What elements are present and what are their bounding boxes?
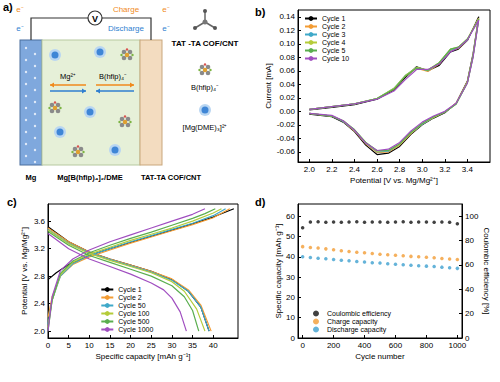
svg-text:Cycle 4: Cycle 4 — [322, 39, 345, 47]
svg-text:Potential [V vs. Mg/Mg²⁺]: Potential [V vs. Mg/Mg²⁺] — [20, 227, 29, 315]
svg-text:B(hfip)₄⁻: B(hfip)₄⁻ — [99, 72, 127, 81]
svg-text:V: V — [92, 14, 98, 24]
svg-text:20: 20 — [465, 309, 474, 318]
svg-text:0.04: 0.04 — [279, 80, 295, 89]
svg-text:2.8: 2.8 — [394, 165, 406, 174]
svg-text:Current [mA]: Current [mA] — [264, 63, 273, 108]
svg-text:0: 0 — [291, 334, 296, 343]
svg-text:25: 25 — [147, 341, 156, 350]
svg-text:TAT -TA COF/CNT: TAT -TA COF/CNT — [172, 39, 239, 48]
svg-text:0.00: 0.00 — [279, 107, 295, 116]
svg-text:0.10: 0.10 — [279, 39, 295, 48]
svg-text:40: 40 — [465, 285, 474, 294]
svg-text:Discharge: Discharge — [108, 24, 145, 33]
svg-text:-0.04: -0.04 — [277, 134, 296, 143]
svg-text:10: 10 — [286, 313, 295, 322]
svg-text:2.6: 2.6 — [371, 165, 383, 174]
svg-text:Cycle 1: Cycle 1 — [118, 286, 141, 294]
svg-text:Charge: Charge — [113, 5, 140, 14]
svg-text:Mg: Mg — [26, 173, 37, 182]
svg-text:800: 800 — [420, 341, 434, 350]
svg-text:35: 35 — [188, 341, 197, 350]
svg-text:Mg[B(hfip)₄]₂/DME: Mg[B(hfip)₄]₂/DME — [57, 173, 123, 182]
svg-text:2.0: 2.0 — [34, 327, 46, 336]
svg-text:Cycle 1: Cycle 1 — [322, 15, 345, 23]
svg-text:Coulombic efficiency: Coulombic efficiency — [327, 310, 392, 318]
svg-text:200: 200 — [327, 341, 341, 350]
svg-text:c): c) — [7, 196, 17, 208]
svg-text:20: 20 — [286, 293, 295, 302]
svg-text:Specific capacity [mAh g⁻¹]: Specific capacity [mAh g⁻¹] — [274, 223, 283, 318]
svg-text:2.0: 2.0 — [304, 165, 316, 174]
svg-text:Mg²⁺: Mg²⁺ — [60, 72, 76, 81]
svg-text:Potential [V vs. Mg/Mg²⁺]: Potential [V vs. Mg/Mg²⁺] — [350, 176, 438, 185]
svg-text:Cycle 3: Cycle 3 — [322, 31, 345, 39]
svg-text:2.4: 2.4 — [34, 299, 46, 308]
svg-text:1000: 1000 — [448, 341, 466, 350]
svg-text:3.0: 3.0 — [417, 165, 429, 174]
svg-text:0: 0 — [46, 341, 51, 350]
svg-text:20: 20 — [126, 341, 135, 350]
svg-text:60: 60 — [465, 260, 474, 269]
svg-text:0.06: 0.06 — [279, 66, 295, 75]
svg-text:0.14: 0.14 — [279, 12, 295, 21]
svg-text:30: 30 — [167, 341, 176, 350]
svg-text:30: 30 — [286, 273, 295, 282]
svg-text:50: 50 — [286, 232, 295, 241]
svg-text:100: 100 — [465, 212, 479, 221]
svg-text:40: 40 — [209, 341, 218, 350]
svg-text:TAT-TA COF/CNT: TAT-TA COF/CNT — [141, 173, 202, 182]
svg-text:3.2: 3.2 — [34, 244, 46, 253]
svg-text:0.12: 0.12 — [279, 26, 295, 35]
svg-text:e⁻: e⁻ — [162, 5, 169, 14]
svg-text:80: 80 — [465, 236, 474, 245]
svg-text:e⁻: e⁻ — [162, 24, 169, 33]
svg-text:Cycle 50: Cycle 50 — [118, 302, 145, 310]
svg-text:Cycle 1000: Cycle 1000 — [118, 326, 153, 334]
svg-text:10: 10 — [85, 341, 94, 350]
svg-text:Cycle number: Cycle number — [355, 352, 405, 361]
svg-text:3.4: 3.4 — [462, 165, 474, 174]
svg-text:2.4: 2.4 — [349, 165, 361, 174]
svg-text:0: 0 — [300, 341, 305, 350]
svg-text:2.2: 2.2 — [326, 165, 338, 174]
svg-text:Cycle 5: Cycle 5 — [322, 47, 345, 55]
svg-text:d): d) — [255, 196, 266, 208]
svg-text:e⁻: e⁻ — [16, 24, 23, 33]
svg-text:15: 15 — [106, 341, 115, 350]
svg-text:3.2: 3.2 — [439, 165, 451, 174]
svg-text:Discharge capacity: Discharge capacity — [327, 326, 387, 334]
svg-text:3.6: 3.6 — [34, 217, 46, 226]
svg-text:e⁻: e⁻ — [16, 5, 23, 14]
svg-text:5: 5 — [66, 341, 71, 350]
svg-text:0.02: 0.02 — [279, 93, 295, 102]
svg-text:600: 600 — [389, 341, 403, 350]
svg-text:60: 60 — [286, 212, 295, 221]
svg-text:0: 0 — [465, 333, 470, 343]
svg-text:B(hfip)₄⁻: B(hfip)₄⁻ — [191, 83, 219, 92]
svg-text:Cycle 2: Cycle 2 — [322, 23, 345, 31]
svg-text:b): b) — [255, 6, 266, 18]
svg-text:40: 40 — [286, 252, 295, 261]
svg-text:-0.06: -0.06 — [277, 147, 296, 156]
svg-text:Coulombic efficiency [%]: Coulombic efficiency [%] — [482, 228, 491, 315]
svg-text:400: 400 — [358, 341, 372, 350]
svg-text:Cycle 100: Cycle 100 — [118, 310, 149, 318]
svg-text:Cycle 10: Cycle 10 — [322, 55, 349, 63]
svg-text:a): a) — [3, 1, 13, 13]
svg-text:2.8: 2.8 — [34, 272, 46, 281]
svg-text:-0.02: -0.02 — [277, 120, 296, 129]
svg-text:Specific capacity [mAh g⁻¹]: Specific capacity [mAh g⁻¹] — [95, 352, 190, 361]
svg-text:[Mg(DME)₃]²⁺: [Mg(DME)₃]²⁺ — [183, 123, 228, 132]
svg-text:Cycle 500: Cycle 500 — [118, 318, 149, 326]
svg-text:Cycle 2: Cycle 2 — [118, 294, 141, 302]
svg-text:Charge capacity: Charge capacity — [327, 318, 378, 326]
svg-text:0.08: 0.08 — [279, 53, 295, 62]
